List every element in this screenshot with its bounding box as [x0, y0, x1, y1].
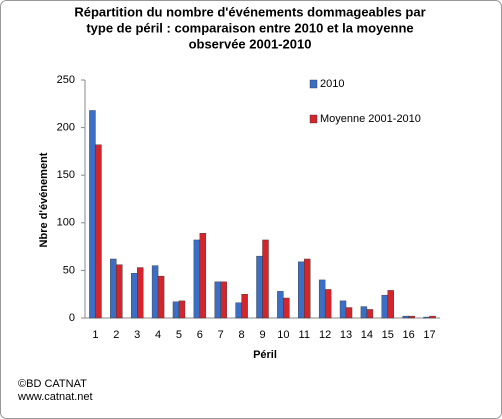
y-tick-label: 200 — [57, 122, 75, 134]
y-tick-label: 50 — [63, 264, 75, 276]
x-tick-label: 17 — [423, 329, 435, 341]
bar — [262, 239, 269, 319]
bar — [131, 273, 138, 319]
x-tick-label: 13 — [340, 329, 352, 341]
bar — [157, 275, 165, 319]
x-axis-label: Péril — [253, 349, 277, 361]
bar — [95, 144, 102, 319]
bar — [220, 281, 227, 319]
bar — [324, 289, 332, 319]
x-tick-label: 11 — [299, 329, 310, 341]
x-tick-label: 2 — [113, 329, 119, 341]
x-tick-label: 12 — [319, 329, 331, 341]
x-tick-label: 16 — [403, 329, 415, 341]
bar — [178, 300, 186, 319]
x-tick-label: 6 — [197, 329, 203, 341]
chart-title: Répartition du nombre d'événements domma… — [74, 4, 425, 19]
y-tick-label: 100 — [57, 217, 75, 229]
x-tick-label: 7 — [218, 329, 224, 341]
bar — [116, 264, 123, 319]
chart-title: observée 2001-2010 — [189, 36, 312, 51]
legend-label: 2010 — [320, 78, 344, 90]
x-tick-label: 14 — [361, 329, 373, 341]
y-tick-label: 150 — [57, 169, 75, 181]
bar — [241, 294, 248, 319]
bar — [360, 306, 368, 319]
bar — [402, 315, 409, 319]
y-axis-label: Nbre d'événement — [38, 152, 50, 247]
x-tick-label: 9 — [259, 329, 265, 341]
bar — [172, 301, 180, 319]
bar — [304, 258, 311, 319]
bar — [277, 291, 284, 319]
legend-label: Moyenne 2001-2010 — [320, 113, 421, 125]
bar — [151, 265, 159, 319]
chart-title: type de péril : comparaison entre 2010 e… — [86, 20, 413, 35]
bar — [366, 309, 374, 319]
x-tick-label: 8 — [239, 329, 245, 341]
bar — [423, 316, 430, 319]
bar — [283, 297, 290, 319]
legend-swatch — [309, 114, 318, 124]
y-tick-label: 250 — [57, 74, 75, 86]
bar — [199, 233, 207, 319]
bar — [110, 258, 117, 319]
footer-text: ©BD CATNAT — [18, 378, 87, 390]
bar — [298, 261, 305, 319]
x-tick-label: 1 — [92, 329, 98, 341]
x-tick-label: 5 — [176, 329, 182, 341]
bar — [345, 307, 353, 319]
x-tick-label: 15 — [382, 329, 394, 341]
legend-swatch — [309, 79, 318, 89]
x-tick-label: 3 — [134, 329, 140, 341]
bar — [256, 255, 263, 319]
bar — [339, 300, 347, 319]
bar — [235, 302, 242, 319]
bar — [89, 110, 96, 319]
footer-text: www.catnat.net — [17, 391, 93, 403]
bar — [429, 315, 436, 319]
x-tick-label: 4 — [155, 329, 161, 341]
y-tick-label: 0 — [69, 312, 75, 324]
bar — [318, 279, 326, 319]
bar — [193, 239, 201, 319]
x-tick-label: 10 — [277, 329, 289, 341]
bar — [214, 281, 221, 319]
bar — [137, 267, 144, 319]
bar — [408, 315, 415, 319]
bar — [381, 294, 388, 319]
bar — [387, 290, 394, 319]
